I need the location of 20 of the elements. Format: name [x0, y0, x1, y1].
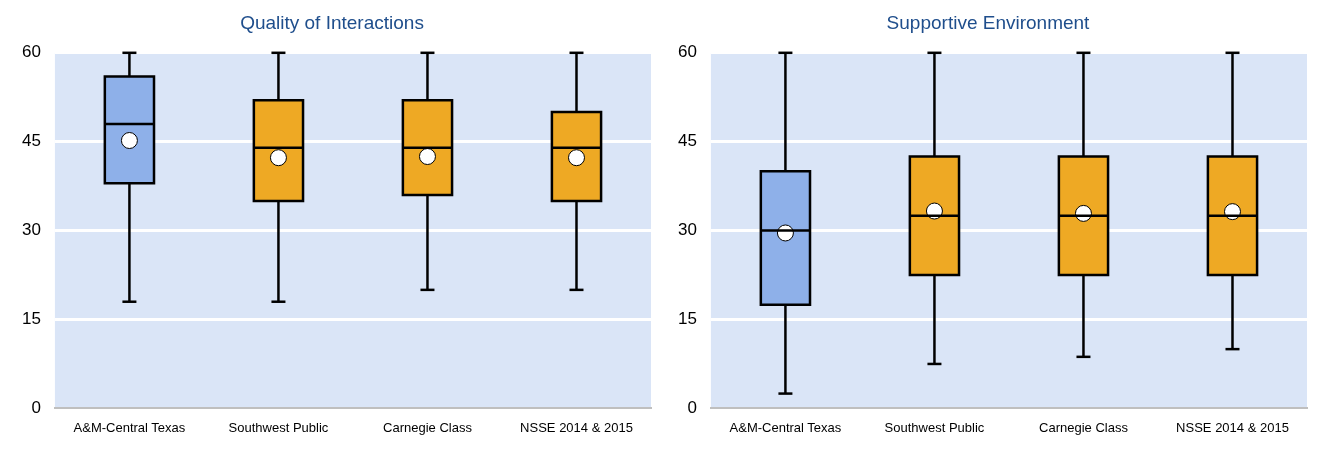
x-tick-label: A&M-Central Texas	[73, 419, 186, 435]
x-tick-label: Carnegie Class	[383, 419, 473, 435]
chart-title: Supportive Environment	[886, 11, 1091, 33]
y-tick-label: 15	[677, 309, 697, 329]
y-tick-label: 60	[21, 42, 41, 62]
y-tick-label: 30	[677, 220, 697, 240]
y-tick-label: 30	[21, 220, 41, 240]
x-tick-label: A&M-Central Texas	[729, 419, 842, 435]
x-tick-label: Southwest Public	[884, 419, 985, 435]
x-tick-label: Southwest Public	[228, 419, 329, 435]
y-tick-label: 0	[687, 398, 697, 418]
y-tick-label: 0	[31, 398, 41, 418]
chart-title: Quality of Interactions	[240, 11, 424, 33]
y-tick-label: 45	[677, 131, 697, 151]
x-tick-label: NSSE 2014 & 2015	[1176, 419, 1289, 435]
y-tick-label: 60	[677, 42, 697, 62]
x-tick-label: NSSE 2014 & 2015	[520, 419, 633, 435]
x-tick-label: Carnegie Class	[1039, 419, 1129, 435]
y-tick-label: 15	[21, 309, 41, 329]
y-tick-label: 45	[21, 131, 41, 151]
